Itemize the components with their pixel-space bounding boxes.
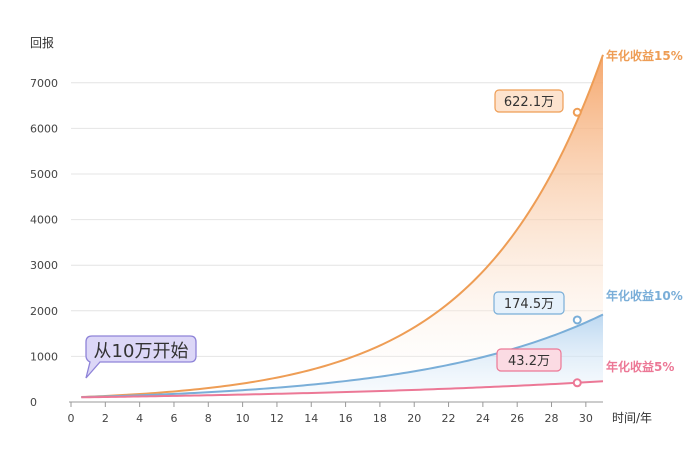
- series-lines: [81, 54, 604, 399]
- labels: 年化收益15% 年化收益10% 年化收益5% 622.1万 174.5万 43.2万 从10…: [85, 48, 683, 388]
- callout-label: 622.1万: [504, 95, 554, 110]
- y-tick-label: 0: [30, 396, 37, 409]
- y-tick-label: 5000: [30, 168, 58, 181]
- x-tick-label: 14: [304, 412, 318, 425]
- x-axis-title: 时间/年: [612, 411, 652, 425]
- y-tick-label: 7000: [30, 77, 58, 90]
- x-tick-label: 20: [407, 412, 421, 425]
- x-tick-label: 16: [339, 412, 353, 425]
- y-tick-label: 3000: [30, 259, 58, 272]
- x-tick-label: 24: [476, 412, 490, 425]
- area-fill-10: [81, 314, 604, 398]
- grid: [71, 82, 603, 357]
- callout-box: [496, 348, 562, 372]
- y-tick-label: 1000: [30, 350, 58, 363]
- series-line-0: [81, 54, 604, 399]
- callout-point: [572, 315, 582, 325]
- x-tick-label: 22: [442, 412, 456, 425]
- x-tick-label: 12: [270, 412, 284, 425]
- x-tick-label: 10: [236, 412, 250, 425]
- series-label: 年化收益5%: [606, 359, 674, 374]
- series-line-1: [81, 313, 604, 399]
- series-label: 年化收益10%: [606, 288, 683, 303]
- series-line-2: [81, 380, 604, 399]
- x-tick-label: 2: [102, 412, 109, 425]
- callout-box: [493, 291, 565, 315]
- x-tick-label: 8: [205, 412, 212, 425]
- x-tick-label: 0: [68, 412, 75, 425]
- x-tick-label: 18: [373, 412, 387, 425]
- x-tick-label: 26: [510, 412, 524, 425]
- y-tick-label: 6000: [30, 122, 58, 135]
- area-fill-15: [81, 54, 604, 398]
- y-tick-label: 4000: [30, 214, 58, 227]
- callout-box: [494, 89, 564, 113]
- callout-label: 43.2万: [508, 354, 550, 369]
- callout-label: 174.5万: [504, 297, 554, 312]
- area-fills: [81, 54, 604, 398]
- y-axis-title: 回报: [30, 35, 54, 50]
- x-tick-label: 30: [579, 412, 593, 425]
- series-label: 年化收益15%: [606, 48, 683, 63]
- y-tick-label: 2000: [30, 305, 58, 318]
- x-tick-label: 28: [545, 412, 559, 425]
- start-annotation-text: 从10万开始: [94, 341, 189, 362]
- callout-point: [572, 107, 582, 117]
- callout-point: [572, 378, 582, 388]
- start-annotation-bubble: [85, 335, 197, 379]
- x-tick-label: 6: [170, 412, 177, 425]
- x-tick-label: 4: [136, 412, 143, 425]
